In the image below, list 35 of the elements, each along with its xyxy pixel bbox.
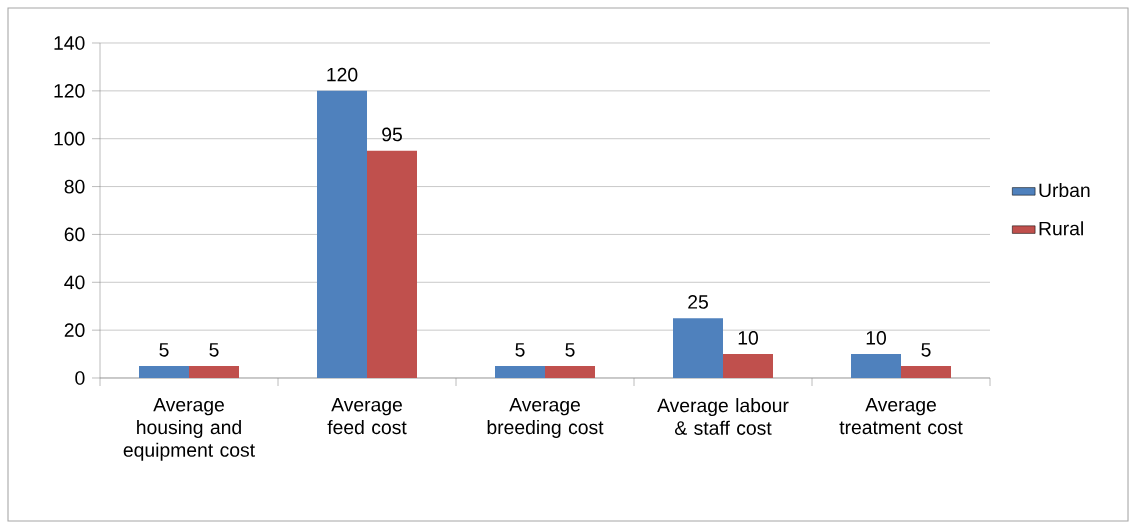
bar (901, 366, 952, 378)
y-tick-label: 0 (75, 371, 85, 385)
y-tick-label: 40 (64, 275, 85, 290)
bar (673, 318, 723, 378)
bar (317, 90, 367, 378)
bar (851, 354, 902, 378)
y-tick-label: 80 (64, 179, 85, 194)
x-tick-label: Average housing and equipment cost (123, 398, 255, 461)
x-tick-label: Average treatment cost (839, 398, 963, 435)
x-tick-label: Average breeding cost (487, 398, 604, 439)
bar (495, 366, 546, 378)
bar (545, 366, 596, 378)
bar (189, 366, 240, 378)
data-label: 5 (565, 343, 575, 357)
bar (139, 366, 190, 378)
data-label: 95 (382, 127, 402, 142)
data-label: 25 (688, 295, 708, 309)
data-label: 5 (921, 343, 931, 357)
data-label: 5 (159, 343, 169, 357)
legend-label: Urban (1039, 182, 1090, 198)
y-tick-label: 100 (54, 131, 85, 146)
y-tick-label: 60 (64, 227, 85, 242)
y-tick-label: 120 (54, 84, 85, 98)
data-label: 5 (209, 343, 219, 357)
x-tick-label: Average feed cost (327, 398, 407, 435)
data-label: 10 (738, 331, 758, 345)
bar (367, 150, 417, 378)
data-label: 10 (866, 331, 886, 345)
y-tick-label: 20 (64, 323, 85, 337)
legend-label: Rural (1039, 221, 1083, 236)
bar (723, 354, 773, 378)
data-label: 120 (327, 67, 358, 82)
data-label: 5 (515, 343, 525, 357)
y-tick-label: 140 (54, 36, 85, 50)
x-tick-label: Average labour & staff cost (657, 398, 789, 435)
